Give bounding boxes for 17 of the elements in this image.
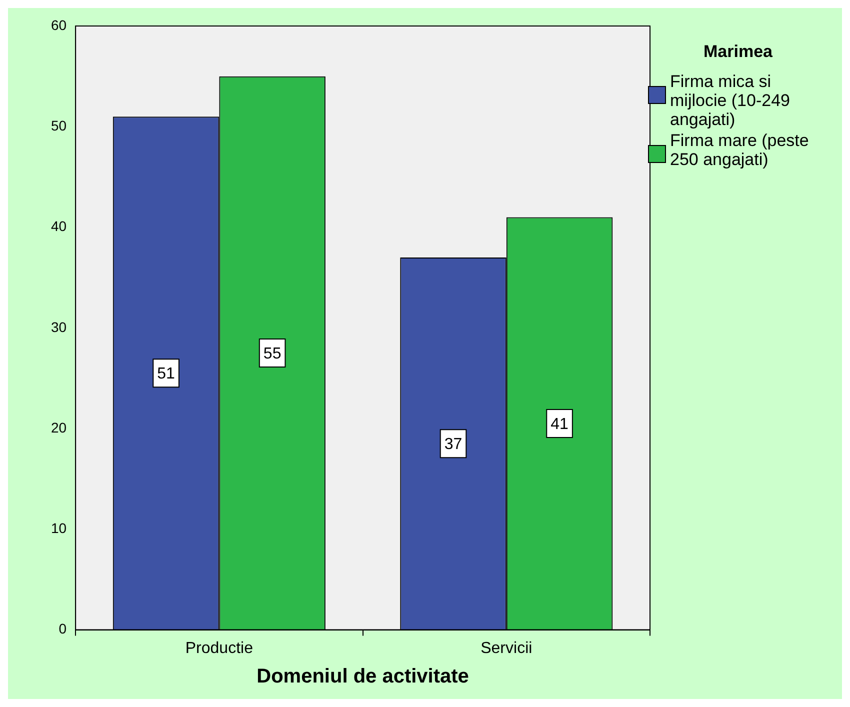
x-tick-label: Servicii — [480, 640, 532, 657]
y-tick-label: 0 — [58, 620, 67, 637]
y-tick-label: 20 — [50, 419, 67, 436]
legend-title: Marimea — [702, 42, 774, 62]
data-label: 55 — [263, 345, 282, 362]
data-label: 41 — [550, 416, 569, 433]
data-label: 37 — [444, 436, 462, 454]
data-label: 51 — [157, 366, 176, 383]
y-tick-label: 40 — [50, 218, 67, 234]
y-tick-label: 30 — [50, 318, 67, 335]
legend-label: Firma mica si mijlocie (10-249 angajati) — [670, 72, 791, 129]
y-tick-label: 60 — [50, 16, 67, 33]
x-tick-label: Productie — [185, 640, 254, 657]
legend-label: Firma mare (peste 250 angajati) — [670, 131, 810, 169]
y-tick-label: 50 — [50, 117, 67, 134]
y-tick-label: 10 — [50, 520, 67, 536]
x-axis-title: Domeniul de activitate — [256, 666, 469, 688]
